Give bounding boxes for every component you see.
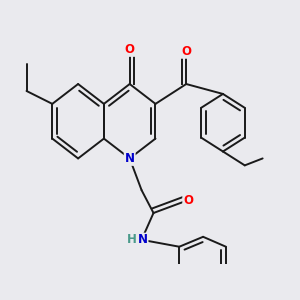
Text: O: O — [181, 45, 191, 58]
Text: O: O — [125, 43, 135, 56]
Text: H: H — [127, 233, 136, 246]
Text: O: O — [183, 194, 193, 207]
Text: N: N — [125, 152, 135, 165]
Text: N: N — [138, 233, 148, 246]
